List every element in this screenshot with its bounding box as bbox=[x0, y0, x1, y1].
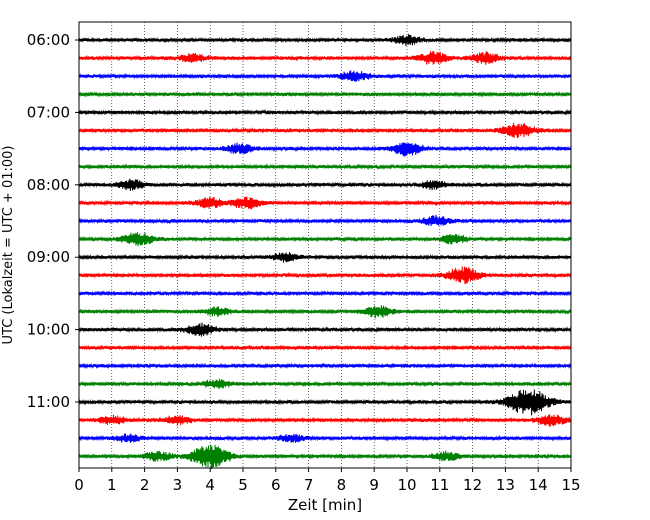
trace-0700 bbox=[78, 108, 572, 116]
trace-0915 bbox=[78, 266, 572, 285]
trace-0800 bbox=[78, 178, 572, 191]
y-axis-ticks: 06:00 07:00 08:00 09:00 10:00 11:00 bbox=[27, 31, 79, 411]
plot-frame bbox=[78, 21, 572, 469]
trace-1000 bbox=[78, 322, 572, 337]
y-axis-label: UTC (Lokalzeit = UTC + 01:00) bbox=[1, 146, 16, 345]
y-tick-label: 09:00 bbox=[27, 248, 70, 266]
y-tick-label: 06:00 bbox=[27, 31, 70, 49]
trace-0945 bbox=[78, 305, 572, 319]
x-tick-label: 9 bbox=[369, 476, 379, 494]
x-tick-label: 6 bbox=[271, 476, 281, 494]
trace-0715 bbox=[78, 122, 572, 139]
x-tick-label: 4 bbox=[205, 476, 215, 494]
x-tick-label: 13 bbox=[496, 476, 515, 494]
x-axis-ticks: 0 1 2 3 4 5 6 7 8 9 10 11 12 13 14 15 bbox=[74, 468, 581, 494]
x-tick-label: 10 bbox=[397, 476, 416, 494]
x-tick-label: 15 bbox=[561, 476, 580, 494]
trace-1100 bbox=[78, 389, 572, 416]
trace-0730 bbox=[78, 142, 572, 157]
trace-0930 bbox=[78, 289, 572, 297]
y-tick-label: 08:00 bbox=[27, 176, 70, 194]
x-tick-label: 3 bbox=[173, 476, 183, 494]
x-tick-label: 14 bbox=[529, 476, 548, 494]
x-tick-label: 1 bbox=[107, 476, 117, 494]
x-tick-label: 7 bbox=[304, 476, 314, 494]
trace-0830 bbox=[78, 214, 572, 227]
y-tick-label: 11:00 bbox=[27, 393, 70, 411]
trace-0745 bbox=[78, 163, 572, 171]
vertical-grid-lines bbox=[111, 22, 539, 468]
seismic-traces bbox=[78, 33, 572, 470]
trace-1045 bbox=[78, 378, 572, 389]
x-tick-label: 0 bbox=[74, 476, 84, 494]
y-tick-label: 10:00 bbox=[27, 321, 70, 339]
y-tick-label: 07:00 bbox=[27, 103, 70, 121]
trace-0845 bbox=[78, 232, 572, 247]
trace-1030 bbox=[78, 362, 572, 370]
x-tick-label: 12 bbox=[463, 476, 482, 494]
trace-0600 bbox=[78, 33, 572, 47]
trace-0815 bbox=[78, 196, 572, 210]
trace-1115 bbox=[78, 414, 572, 427]
x-tick-label: 5 bbox=[238, 476, 248, 494]
trace-1145 bbox=[78, 444, 572, 470]
trace-0900 bbox=[78, 252, 572, 263]
trace-0615 bbox=[78, 51, 572, 65]
trace-1130 bbox=[78, 433, 572, 443]
trace-1015 bbox=[78, 344, 572, 351]
x-tick-label: 11 bbox=[430, 476, 449, 494]
trace-0645 bbox=[78, 90, 572, 98]
x-tick-label: 2 bbox=[140, 476, 150, 494]
trace-0630 bbox=[78, 70, 572, 82]
x-axis-label: Zeit [min] bbox=[288, 496, 362, 514]
x-tick-label: 8 bbox=[337, 476, 347, 494]
